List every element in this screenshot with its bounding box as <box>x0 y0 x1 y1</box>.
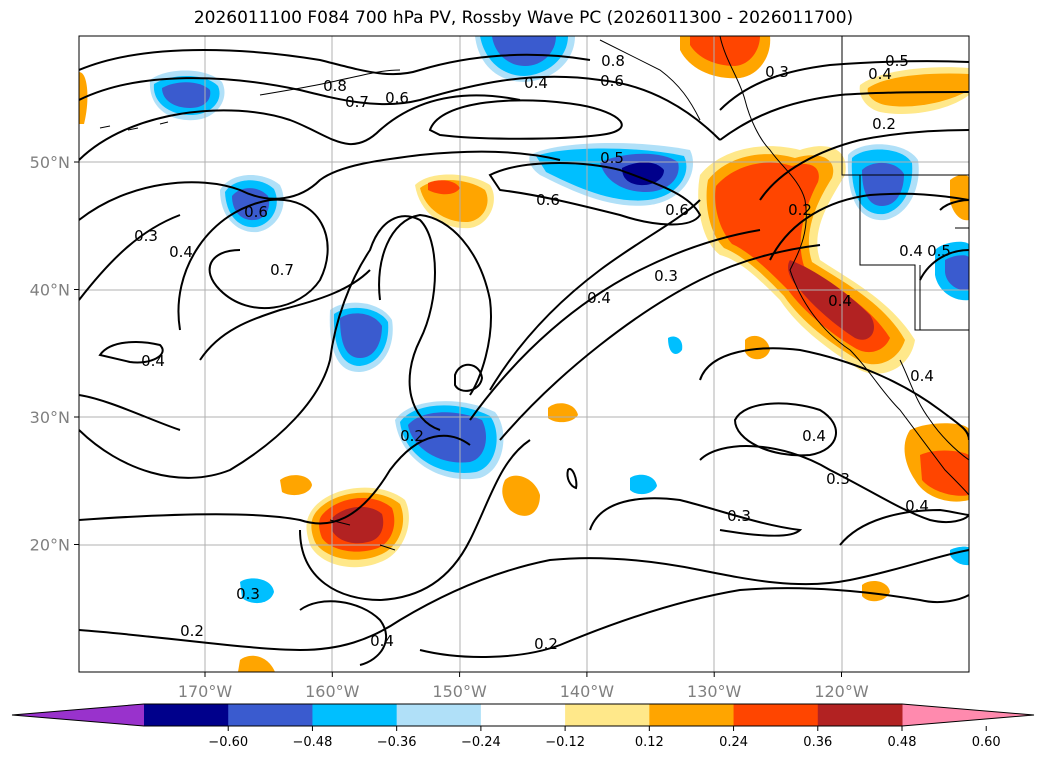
gridlines <box>79 36 969 672</box>
y-tick-label: 30°N <box>30 408 70 427</box>
x-tick-label: 140°W <box>560 682 615 701</box>
colorbar-segment <box>312 704 398 726</box>
contour-label: 0.3 <box>727 507 751 525</box>
y-tick-label: 20°N <box>30 536 70 555</box>
contour-label: 0.4 <box>910 367 934 385</box>
x-tick-label: 120°W <box>814 682 869 701</box>
colorbar-tick-label: 0.12 <box>635 735 664 750</box>
contour-label: 0.4 <box>868 65 892 83</box>
x-tick-label: 170°W <box>178 682 233 701</box>
colorbar-extend-high <box>902 704 1034 726</box>
colorbar-segment <box>817 704 903 726</box>
contour-label: 0.3 <box>765 63 789 81</box>
contour-label: 0.4 <box>905 497 929 515</box>
colorbar-segment <box>396 704 482 726</box>
contour-label: 0.4 <box>899 242 923 260</box>
contour-label: 0.4 <box>370 632 394 650</box>
pv-contours <box>79 49 969 666</box>
y-tick-label: 50°N <box>30 153 70 172</box>
contour-label: 0.4 <box>587 289 611 307</box>
contour-label: 0.4 <box>141 352 165 370</box>
contour-label: 0.2 <box>872 115 896 133</box>
colorbar-outline <box>11 703 1035 727</box>
longitude-ticks: 170°W 160°W 150°W 140°W 130°W 120°W <box>178 672 869 701</box>
contour-label: 0.8 <box>601 52 625 70</box>
contour-label: 0.6 <box>385 89 409 107</box>
colorbar-tick-label: 0.36 <box>803 735 832 750</box>
coastlines <box>99 36 969 551</box>
colorbar-segment <box>480 704 566 726</box>
colorbar: −0.60 −0.48 −0.36 −0.24 −0.12 0.12 0.24 0.36 0.4… <box>11 703 1035 750</box>
contour-label: 0.3 <box>826 470 850 488</box>
contour-label: 0.4 <box>524 74 548 92</box>
map-border <box>78 35 970 673</box>
contour-label: 0.2 <box>534 635 558 653</box>
contour-label: 0.5 <box>600 149 624 167</box>
contour-label: 0.2 <box>180 622 204 640</box>
contour-label: 0.2 <box>788 201 812 219</box>
contour-label: 0.5 <box>927 242 951 260</box>
contour-label: 0.7 <box>345 93 369 111</box>
contour-label: 0.6 <box>665 201 689 219</box>
contour-label: 0.6 <box>244 203 268 221</box>
x-tick-label: 150°W <box>432 682 487 701</box>
contour-label: 0.6 <box>536 191 560 209</box>
colorbar-tick-label: 0.48 <box>888 735 917 750</box>
contour-label: 0.7 <box>270 261 294 279</box>
x-tick-label: 130°W <box>687 682 742 701</box>
contour-label: 0.3 <box>134 227 158 245</box>
contour-label: 0.4 <box>828 292 852 310</box>
contour-label: 0.3 <box>236 585 260 603</box>
negative-pv-anomalies <box>149 36 969 604</box>
colorbar-segment <box>565 704 650 726</box>
colorbar-segment <box>733 704 819 726</box>
y-tick-label: 40°N <box>30 281 70 300</box>
colorbar-tick-label: −0.12 <box>545 735 585 750</box>
colorbar-tick-label: −0.60 <box>208 735 248 750</box>
colorbar-extend-low <box>12 704 144 726</box>
x-tick-label: 160°W <box>305 682 360 701</box>
latitude-ticks: 50°N 40°N 30°N 20°N <box>30 153 79 555</box>
colorbar-segment <box>144 704 229 726</box>
contour-label: 0.6 <box>600 72 624 90</box>
colorbar-tick-label: −0.24 <box>461 735 501 750</box>
contour-label: 0.8 <box>323 77 347 95</box>
contour-label: 0.3 <box>654 267 678 285</box>
map-title: 2026011100 F084 700 hPa PV, Rossby Wave … <box>193 8 854 28</box>
colorbar-tick-label: −0.36 <box>377 735 417 750</box>
colorbar-tick-label: 0.24 <box>719 735 748 750</box>
colorbar-segment <box>228 704 313 726</box>
contour-label: 0.2 <box>400 427 424 445</box>
colorbar-segment <box>649 704 735 726</box>
colorbar-tick-label: 0.60 <box>972 735 1001 750</box>
colorbar-tick-label: −0.48 <box>293 735 333 750</box>
contour-label: 0.5 <box>885 52 909 70</box>
contour-labels: 0.80.7 0.60.40.80.6 0.30.50.40.20.50.60.60… <box>134 52 951 653</box>
contour-label: 0.4 <box>169 243 193 261</box>
map-content <box>79 36 969 672</box>
map-area <box>79 36 969 672</box>
contour-label: 0.4 <box>802 427 826 445</box>
